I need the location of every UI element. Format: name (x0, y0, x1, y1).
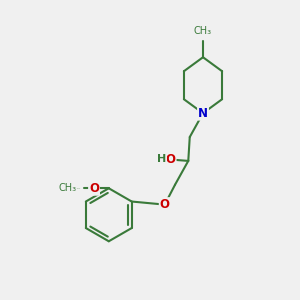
Text: O: O (89, 182, 99, 195)
Text: O: O (160, 198, 170, 211)
Text: H: H (157, 154, 167, 164)
Text: CH₃: CH₃ (58, 183, 76, 193)
Text: O: O (166, 153, 176, 166)
Text: methoxy: methoxy (75, 188, 81, 189)
Text: N: N (198, 107, 208, 120)
Text: CH₃: CH₃ (194, 26, 212, 36)
